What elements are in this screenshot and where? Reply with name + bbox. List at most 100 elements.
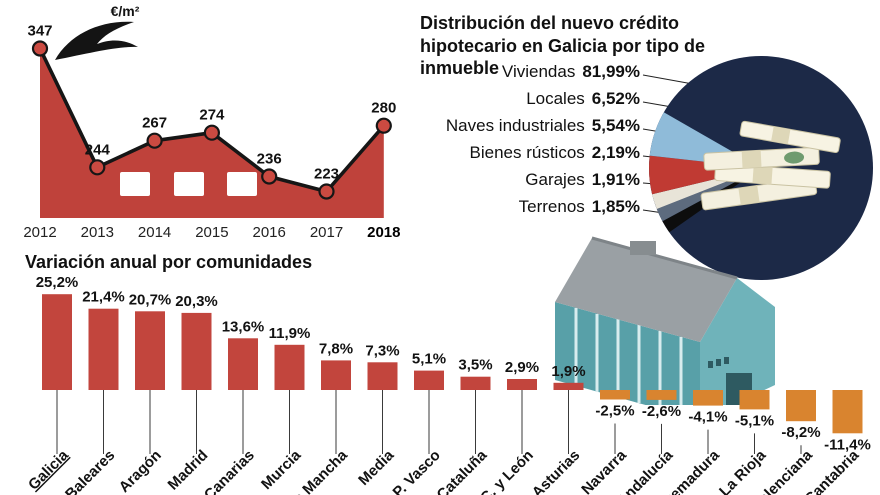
warehouse-vent-window xyxy=(716,359,721,366)
bar xyxy=(460,376,491,390)
bar-category-label: Baleares xyxy=(62,447,118,495)
bar-value-label: -2,6% xyxy=(642,403,681,420)
category-label: Garajes xyxy=(525,170,585,189)
bar-value-label: 7,8% xyxy=(319,340,353,357)
data-point xyxy=(261,168,278,185)
bar-chart-title: Variación anual por comunidades xyxy=(25,252,313,272)
data-point xyxy=(318,183,335,200)
category-value: 2,19% xyxy=(591,143,640,162)
bar xyxy=(600,390,630,400)
bar-value-label: 5,1% xyxy=(412,351,446,368)
bar-category-label: Madrid xyxy=(165,447,212,494)
value-label: 244 xyxy=(85,141,111,158)
bar xyxy=(832,390,863,434)
data-point xyxy=(89,159,106,176)
data-point xyxy=(203,124,220,141)
bar xyxy=(739,390,770,410)
category-value: 1,85% xyxy=(591,197,640,216)
regional-variation-bar-chart: 25,2%Galicia21,4%Baleares20,7%Aragón20,3… xyxy=(25,274,871,495)
window-icon xyxy=(174,172,204,196)
banknote-band xyxy=(752,166,773,185)
banknote-seal xyxy=(784,151,805,164)
bar xyxy=(228,338,258,390)
distribution-title: Distribución del nuevo crédito hipotecar… xyxy=(420,13,706,78)
category-label: Bienes rústicos xyxy=(469,143,585,162)
bar xyxy=(321,360,351,390)
bar-value-label: -8,2% xyxy=(781,424,820,441)
warehouse-ridge xyxy=(591,236,738,280)
window-icon xyxy=(120,172,150,196)
banknote-bundle xyxy=(739,120,841,154)
banknote-band xyxy=(741,150,762,169)
category-label: Viviendas xyxy=(501,62,576,81)
bar-value-label: -2,5% xyxy=(595,403,634,420)
bar xyxy=(135,311,165,390)
bar-value-label: 20,3% xyxy=(175,293,218,310)
warehouse-vent-window xyxy=(724,357,729,364)
distribution-item: Viviendas 81,99% xyxy=(402,62,640,89)
bar-value-label: -5,1% xyxy=(735,412,774,429)
bar xyxy=(274,344,305,390)
banknote-bundle xyxy=(714,163,831,189)
bar xyxy=(414,370,444,390)
banknote-band xyxy=(771,126,791,145)
bar-value-label: 13,6% xyxy=(222,318,265,335)
year-label: 2013 xyxy=(81,224,114,241)
value-label: 347 xyxy=(27,23,52,40)
bar-value-label: 1,9% xyxy=(551,363,585,380)
value-label: 236 xyxy=(257,151,282,168)
bar-category-label: C. y León xyxy=(477,447,537,495)
money-stack-illustration xyxy=(700,120,841,211)
category-value: 1,91% xyxy=(591,170,640,189)
warehouse-vent-window xyxy=(708,361,713,368)
year-label: 2016 xyxy=(253,224,286,241)
category-value: 6,52% xyxy=(591,89,640,108)
year-label: 2017 xyxy=(310,224,343,241)
bar-category-label: Canarias xyxy=(201,447,258,495)
bar-value-label: 11,9% xyxy=(269,325,311,342)
category-label: Terrenos xyxy=(518,197,585,216)
year-label: 2015 xyxy=(195,224,228,241)
bar-value-label: 25,2% xyxy=(36,274,79,291)
bar xyxy=(42,294,72,390)
bar-category-label: P. Vasco xyxy=(390,447,444,495)
building-windows-decoration xyxy=(120,172,257,196)
bar-category-label: Aragón xyxy=(116,447,165,495)
bar-value-label: 3,5% xyxy=(458,357,492,374)
category-label: Locales xyxy=(526,89,585,108)
bar xyxy=(646,390,677,400)
data-point xyxy=(375,117,392,134)
warehouse-front-wall xyxy=(555,302,700,405)
bar xyxy=(786,390,816,422)
year-label: 2014 xyxy=(138,224,171,241)
warehouse-roof xyxy=(555,238,737,342)
bar xyxy=(181,312,212,390)
distribution-item: Locales 6,52% xyxy=(402,89,640,116)
data-point xyxy=(31,40,49,57)
warehouse-gable-wall xyxy=(700,278,775,405)
bar xyxy=(88,308,119,390)
distribution-item: Garajes 1,91% xyxy=(402,170,640,197)
distribution-legend: Viviendas 81,99% Locales 6,52% Naves industr… xyxy=(402,62,640,224)
bar-category-label: Asturias xyxy=(529,447,583,495)
bar xyxy=(367,362,398,390)
category-value: 5,54% xyxy=(591,116,640,135)
bar-value-label: 2,9% xyxy=(505,359,539,376)
bar-value-label: -11,4% xyxy=(824,436,871,453)
value-label: 280 xyxy=(371,100,396,117)
bird-swoosh-decoration xyxy=(55,21,138,60)
distribution-item: Naves industriales 5,54% xyxy=(402,116,640,143)
bar xyxy=(693,390,723,406)
value-label: 274 xyxy=(199,107,225,124)
bar xyxy=(553,382,584,390)
value-label: 267 xyxy=(142,115,167,132)
unit-label: €/m² xyxy=(111,3,140,19)
category-value: 81,99% xyxy=(582,62,640,81)
bar-value-label: 7,3% xyxy=(365,342,399,359)
year-label: 2012 xyxy=(23,224,56,241)
bar-category-label: Media xyxy=(355,446,398,489)
bar-value-label: -4,1% xyxy=(688,409,727,426)
bar-value-label: 20,7% xyxy=(129,291,172,308)
distribution-item: Terrenos 1,85% xyxy=(402,197,640,224)
